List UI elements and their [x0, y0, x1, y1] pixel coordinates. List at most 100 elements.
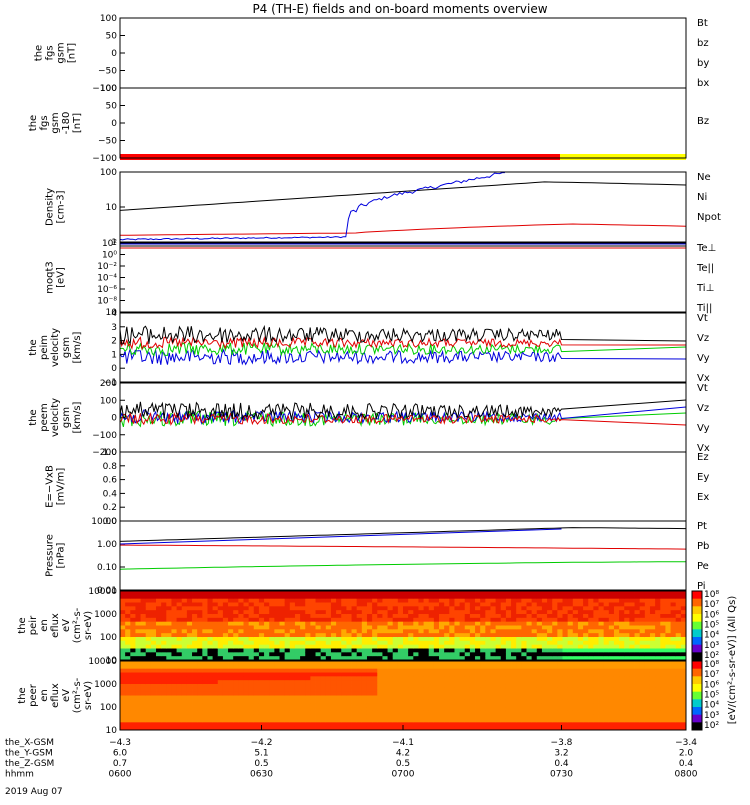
- spectrogram-cell: [320, 640, 327, 646]
- spectrogram-cell: [336, 594, 342, 600]
- spectrogram-cell: [207, 695, 214, 700]
- spectrogram-cell: [464, 668, 471, 673]
- spectrogram-cell: [485, 633, 491, 638]
- spectrogram-cell: [274, 625, 280, 630]
- spectrogram-cell: [649, 718, 656, 723]
- spectrogram-cell: [588, 633, 594, 638]
- spectrogram-cell: [217, 661, 224, 666]
- spectrogram-cell: [279, 722, 286, 727]
- spectrogram-cell: [485, 726, 491, 731]
- spectrogram-cell: [228, 687, 234, 693]
- spectrogram-cell: [238, 633, 244, 638]
- spectrogram-cell: [310, 722, 316, 727]
- spectrogram-cell: [315, 606, 322, 611]
- quality-bar-yellow: [560, 154, 686, 160]
- spectrogram-cell: [464, 640, 471, 646]
- spectrogram-cell: [567, 621, 574, 626]
- spectrogram-cell: [176, 602, 183, 607]
- spectrogram-cell: [356, 629, 363, 634]
- spectrogram-cell: [130, 672, 136, 677]
- spectrogram-cell: [341, 718, 347, 723]
- spectrogram-cell: [387, 687, 394, 693]
- spectrogram-cell: [279, 676, 286, 681]
- ylabel-line: fgs: [39, 115, 50, 130]
- spectrogram-cell: [660, 680, 666, 685]
- spectrogram-cell: [284, 676, 291, 681]
- spectrogram-cell: [459, 629, 466, 634]
- spectrogram-cell: [439, 710, 445, 716]
- spectrogram-cell: [639, 672, 646, 677]
- spectrogram-cell: [670, 621, 677, 626]
- spectrogram-cell: [140, 672, 147, 677]
- spectrogram-cell: [361, 695, 368, 700]
- spectrogram-cell: [444, 640, 450, 646]
- spectrogram-cell: [567, 629, 574, 634]
- spectrogram-cell: [366, 676, 373, 681]
- spectrogram-cell: [588, 680, 594, 685]
- spectrogram-cell: [495, 726, 502, 731]
- spectrogram-cell: [382, 710, 388, 716]
- colorbar-tick: 10⁷: [704, 670, 719, 680]
- spectrogram-cell: [680, 640, 687, 646]
- spectrogram-cell: [423, 621, 430, 626]
- spectrogram-cell: [572, 656, 579, 661]
- spectrogram-cell: [377, 695, 383, 700]
- y-tick-label: 200: [100, 379, 117, 389]
- spectrogram-cell: [418, 691, 424, 696]
- spectrogram-cell: [536, 672, 543, 677]
- spectrogram-cell: [603, 710, 610, 716]
- spectrogram-cell: [598, 691, 605, 696]
- spectrogram-cell: [583, 661, 589, 666]
- spectrogram-cell: [423, 710, 430, 716]
- spectrogram-cell: [665, 684, 671, 689]
- spectrogram-cell: [562, 614, 569, 619]
- spectrogram-cell: [444, 625, 450, 630]
- spectrogram-cell: [192, 726, 198, 731]
- spectrogram-cell: [243, 617, 250, 623]
- spectrogram-cell: [253, 598, 260, 603]
- spectrogram-cell: [454, 668, 460, 673]
- spectrogram-cell: [547, 661, 553, 666]
- spectrogram-cell: [526, 695, 533, 700]
- spectrogram-cell: [330, 676, 337, 681]
- spectrogram-cell: [212, 680, 219, 685]
- spectrogram-cell: [238, 625, 244, 630]
- spectrogram-cell: [289, 602, 296, 607]
- spectrogram-cell: [145, 621, 152, 626]
- spectrogram-cell: [593, 637, 599, 642]
- spectrogram-cell: [485, 652, 491, 657]
- spectrogram-cell: [356, 640, 363, 646]
- spectrogram-cell: [217, 710, 224, 716]
- colorbar-segment: [692, 614, 702, 623]
- spectrogram-cell: [526, 617, 533, 623]
- spectrogram-cell: [238, 614, 244, 619]
- spectrogram-cell: [531, 648, 538, 653]
- spectrogram-cell: [125, 695, 131, 700]
- spectrogram-cell: [186, 617, 193, 623]
- spectrogram-cell: [588, 726, 594, 731]
- spectrogram-cell: [629, 625, 635, 630]
- spectrogram-cell: [500, 718, 507, 723]
- spectrogram-cell: [382, 614, 388, 619]
- spectrogram-cell: [485, 656, 491, 661]
- spectrogram-cell: [675, 652, 682, 657]
- spectrogram-cell: [552, 703, 558, 708]
- spectrogram-cell: [315, 714, 322, 719]
- spectrogram-cell: [305, 644, 311, 649]
- spectrogram-cell: [222, 633, 229, 638]
- spectrogram-cell: [433, 594, 440, 600]
- spectrogram-cell: [130, 644, 136, 649]
- legend-entry: Vx: [697, 373, 710, 384]
- spectrogram-cell: [634, 687, 641, 693]
- spectrogram-cell: [644, 710, 651, 716]
- spectrogram-cell: [176, 617, 183, 623]
- y-tick-label: 2: [111, 337, 117, 347]
- spectrogram-cell: [423, 625, 430, 630]
- spectrogram-cell: [572, 714, 579, 719]
- spectrogram-cell: [351, 726, 358, 731]
- spectrogram-cell: [469, 640, 476, 646]
- spectrogram-cell: [264, 625, 270, 630]
- spectrogram-cell: [439, 617, 445, 623]
- spectrogram-cell: [351, 699, 358, 704]
- spectrogram-cell: [315, 722, 322, 727]
